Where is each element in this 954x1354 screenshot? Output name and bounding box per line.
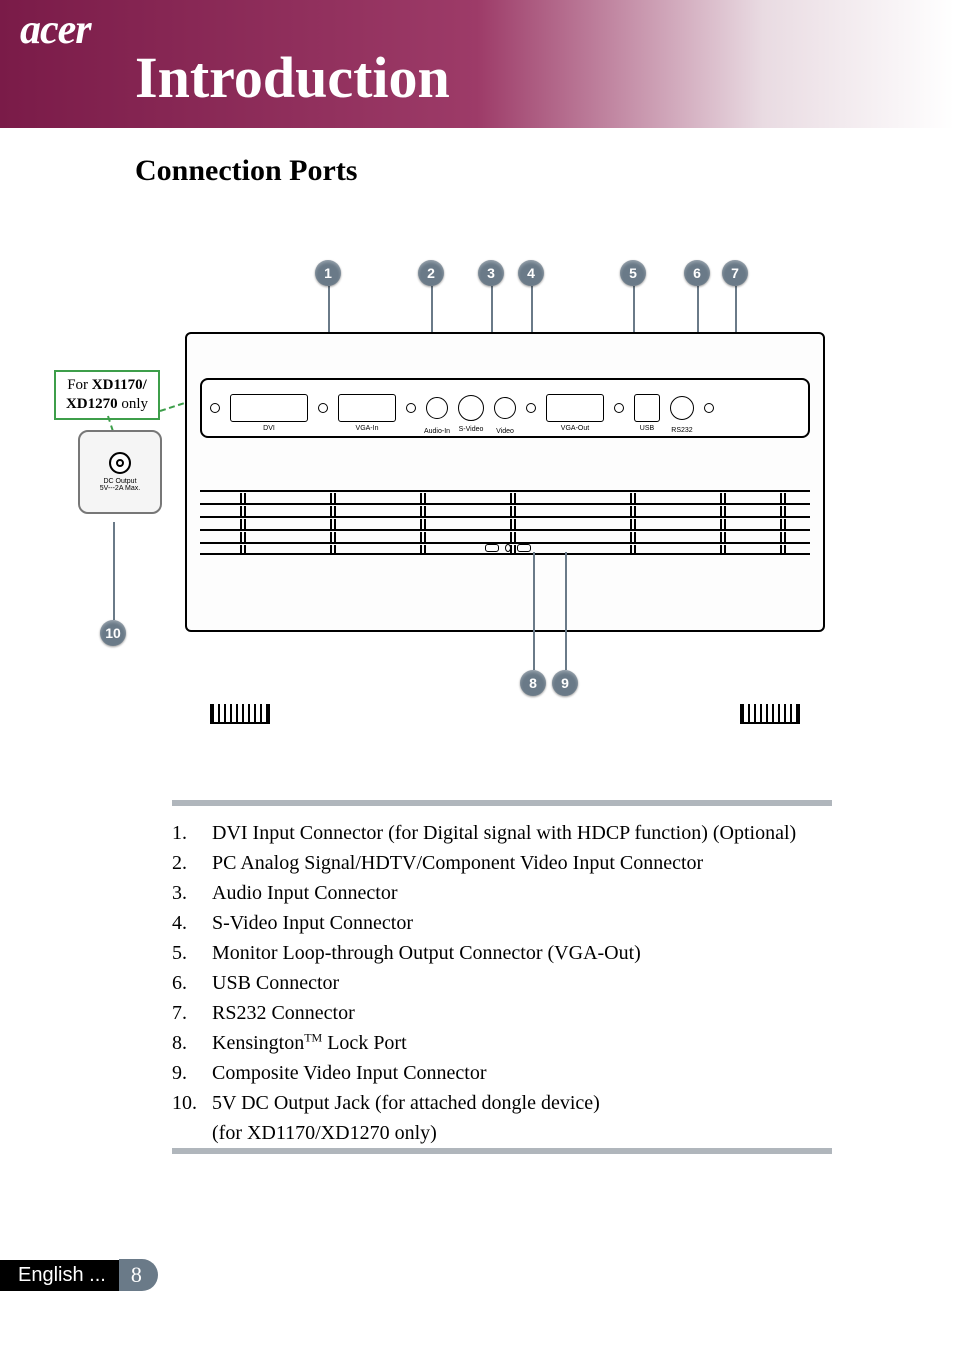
- section-rule-top: [172, 800, 832, 806]
- chapter-title: Introduction: [135, 44, 450, 111]
- callout-bubble-2: 2: [418, 260, 444, 286]
- dc-label-line: 5V---2A Max.: [100, 485, 140, 492]
- callout-bubble-5: 5: [620, 260, 646, 286]
- audio-in-port-icon: Audio-In: [426, 397, 448, 419]
- panel-screw-icon: [210, 403, 220, 413]
- port-label: S-Video: [459, 426, 484, 433]
- port-description-item: 4.S-Video Input Connector: [172, 908, 832, 938]
- list-number: 2.: [172, 848, 212, 878]
- vga-out-port-icon: VGA-Out: [546, 394, 604, 422]
- list-number: 10.: [172, 1088, 212, 1148]
- port-description-item: 2.PC Analog Signal/HDTV/Component Video …: [172, 848, 832, 878]
- port-label: VGA-In: [356, 425, 379, 432]
- port-label: DVI: [263, 425, 275, 432]
- list-number: 6.: [172, 968, 212, 998]
- port-label: Audio-In: [424, 428, 450, 435]
- vga-in-port-icon: VGA-In: [338, 394, 396, 422]
- callout-bubble-1: 1: [315, 260, 341, 286]
- callout-leader-line: [565, 552, 567, 670]
- header-band: acer Introduction: [0, 0, 954, 128]
- dc-label: DC Output 5V---2A Max.: [100, 478, 140, 492]
- list-text: S-Video Input Connector: [212, 908, 832, 938]
- list-number: 7.: [172, 998, 212, 1028]
- list-number: 8.: [172, 1028, 212, 1058]
- list-number: 4.: [172, 908, 212, 938]
- brand-logo: acer: [20, 6, 91, 54]
- svideo-port-icon: S-Video: [458, 395, 484, 421]
- list-text: PC Analog Signal/HDTV/Component Video In…: [212, 848, 832, 878]
- callout-leader-line: [533, 552, 535, 670]
- kensington-lock-icon: [485, 542, 535, 554]
- callout-bubble-6: 6: [684, 260, 710, 286]
- list-number: 9.: [172, 1058, 212, 1088]
- page-number: 8: [119, 1259, 158, 1291]
- panel-screw-icon: [526, 403, 536, 413]
- model-note-box: For XD1170/ XD1270 only: [54, 370, 160, 420]
- port-description-item: 9.Composite Video Input Connector: [172, 1058, 832, 1088]
- list-text: KensingtonTM Lock Port: [212, 1028, 832, 1058]
- port-description-item: 3.Audio Input Connector: [172, 878, 832, 908]
- usb-port-icon: USB: [634, 394, 660, 422]
- port-panel: DVI VGA-In Audio-In S-Video Video VGA-Ou…: [200, 378, 810, 438]
- callout-leader-line: [113, 522, 115, 620]
- list-text: Composite Video Input Connector: [212, 1058, 832, 1088]
- note-suffix: only: [118, 396, 148, 412]
- port-label: Video: [496, 428, 514, 435]
- port-description-item: 10.5V DC Output Jack (for attached dongl…: [172, 1088, 832, 1148]
- projector-foot-icon: [740, 704, 800, 724]
- section-rule-bottom: [172, 1148, 832, 1154]
- port-description-list: 1.DVI Input Connector (for Digital signa…: [172, 818, 832, 1148]
- list-text: RS232 Connector: [212, 998, 832, 1028]
- section-title: Connection Ports: [135, 154, 357, 188]
- dc-label-line: DC Output: [100, 478, 140, 485]
- panel-screw-icon: [614, 403, 624, 413]
- page-badge: English ... 8: [0, 1258, 158, 1292]
- note-prefix: For: [67, 377, 92, 393]
- port-label: USB: [640, 425, 654, 432]
- list-text: Monitor Loop-through Output Connector (V…: [212, 938, 832, 968]
- port-label: VGA-Out: [561, 425, 589, 432]
- projector-foot-icon: [210, 704, 270, 724]
- list-number: 1.: [172, 818, 212, 848]
- list-number: 3.: [172, 878, 212, 908]
- port-description-item: 7.RS232 Connector: [172, 998, 832, 1028]
- list-text: Audio Input Connector: [212, 878, 832, 908]
- dvi-port-icon: DVI: [230, 394, 308, 422]
- callout-bubble-3: 3: [478, 260, 504, 286]
- callout-bubble-8: 8: [520, 670, 546, 696]
- port-description-item: 8.KensingtonTM Lock Port: [172, 1028, 832, 1058]
- port-description-item: 6.USB Connector: [172, 968, 832, 998]
- list-text: 5V DC Output Jack (for attached dongle d…: [212, 1088, 832, 1148]
- dc-output-module: DC Output 5V---2A Max.: [78, 430, 162, 514]
- callout-bubble-10: 10: [100, 620, 126, 646]
- connection-ports-diagram: 1234567 For XD1170/ XD1270 only DVI VGA-…: [60, 240, 840, 720]
- page-language: English ...: [0, 1260, 120, 1291]
- list-text: USB Connector: [212, 968, 832, 998]
- panel-screw-icon: [406, 403, 416, 413]
- callout-bubble-7: 7: [722, 260, 748, 286]
- callout-bubble-9: 9: [552, 670, 578, 696]
- panel-screw-icon: [704, 403, 714, 413]
- callout-bubble-4: 4: [518, 260, 544, 286]
- projector-rear-outline: [185, 332, 825, 632]
- port-description-item: 1.DVI Input Connector (for Digital signa…: [172, 818, 832, 848]
- list-text: DVI Input Connector (for Digital signal …: [212, 818, 832, 848]
- list-number: 5.: [172, 938, 212, 968]
- video-port-icon: Video: [494, 397, 516, 419]
- dc-jack-icon: [109, 452, 131, 474]
- port-description-item: 5.Monitor Loop-through Output Connector …: [172, 938, 832, 968]
- panel-screw-icon: [318, 403, 328, 413]
- rs232-port-icon: RS232: [670, 396, 694, 420]
- port-label: RS232: [671, 427, 692, 434]
